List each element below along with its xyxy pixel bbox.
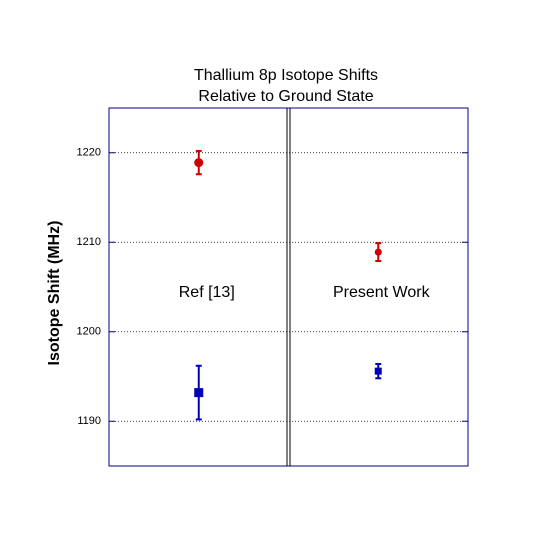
y-tick-label: 1200 bbox=[77, 326, 101, 338]
y-tick-label: 1210 bbox=[77, 236, 101, 248]
y-tick-label: 1190 bbox=[77, 415, 101, 427]
category-label: Present Work bbox=[333, 284, 431, 301]
y-axis-label: Isotope Shift (MHz) bbox=[46, 221, 63, 366]
plot-frame bbox=[108, 107, 469, 467]
y-tick-label: 1220 bbox=[77, 147, 101, 159]
data-point bbox=[194, 158, 204, 168]
data-point bbox=[374, 367, 382, 375]
chart-subtitle: Relative to Ground State bbox=[198, 88, 373, 105]
category-label: Ref [13] bbox=[179, 284, 235, 301]
data-point bbox=[374, 248, 382, 256]
chart-title: Thallium 8p Isotope Shifts bbox=[194, 67, 378, 84]
data-point bbox=[194, 388, 204, 398]
